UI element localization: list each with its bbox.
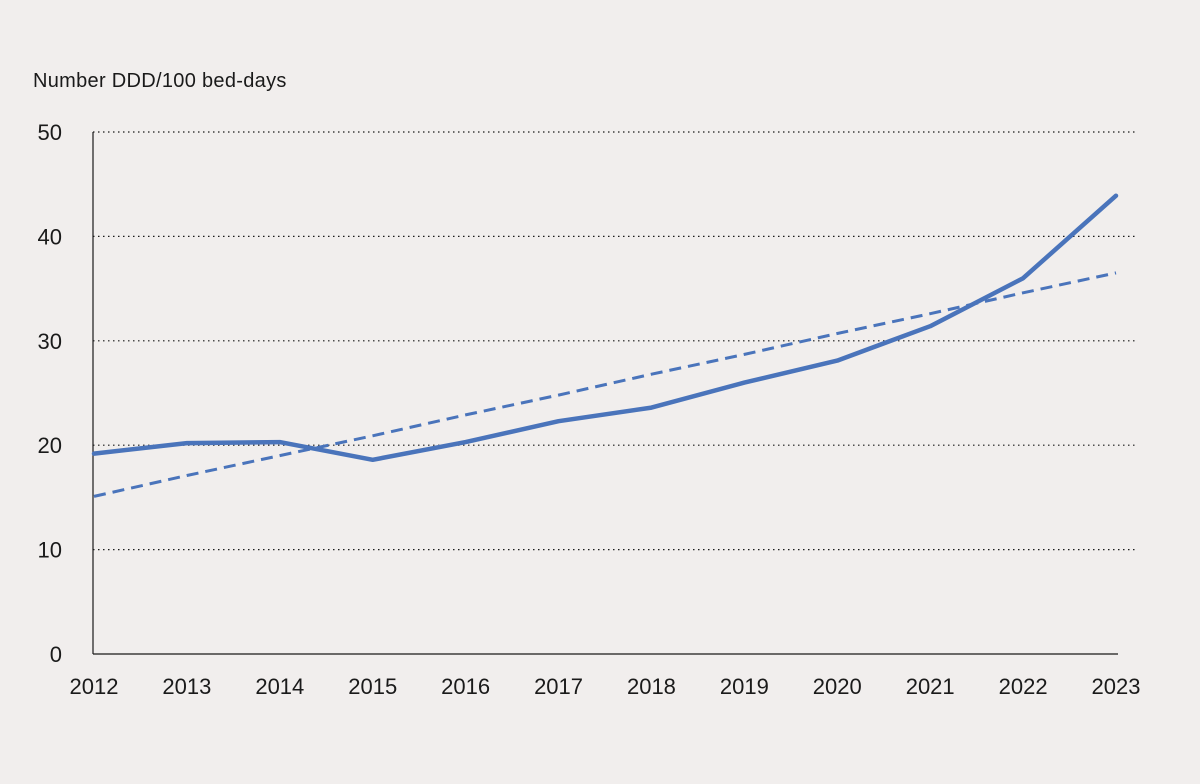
y-tick-label: 20 bbox=[38, 433, 62, 458]
y-tick-label: 0 bbox=[50, 642, 62, 667]
x-tick-label: 2023 bbox=[1092, 674, 1141, 699]
x-tick-labels: 2012 2013 2014 2015 2016 2017 2018 2019 2020 2021… bbox=[70, 674, 1141, 699]
x-tick-label: 2017 bbox=[534, 674, 583, 699]
y-tick-label: 50 bbox=[38, 120, 62, 145]
x-tick-label: 2018 bbox=[627, 674, 676, 699]
x-tick-label: 2016 bbox=[441, 674, 490, 699]
y-tick-labels: 0 10 20 30 40 50 bbox=[38, 120, 62, 667]
x-tick-label: 2012 bbox=[70, 674, 119, 699]
x-tick-label: 2019 bbox=[720, 674, 769, 699]
y-tick-label: 40 bbox=[38, 224, 62, 249]
x-tick-label: 2020 bbox=[813, 674, 862, 699]
x-tick-label: 2014 bbox=[255, 674, 304, 699]
gridlines bbox=[93, 131, 1136, 551]
x-tick-label: 2021 bbox=[906, 674, 955, 699]
series-lines bbox=[91, 193, 1119, 498]
x-tick-label: 2013 bbox=[162, 674, 211, 699]
observed-line bbox=[91, 193, 1119, 463]
x-tick-label: 2022 bbox=[999, 674, 1048, 699]
trend-line bbox=[93, 271, 1117, 498]
y-axis-label: Number DDD/100 bed-days bbox=[33, 70, 287, 92]
x-tick-label: 2015 bbox=[348, 674, 397, 699]
y-tick-label: 30 bbox=[38, 329, 62, 354]
y-tick-label: 10 bbox=[38, 538, 62, 563]
